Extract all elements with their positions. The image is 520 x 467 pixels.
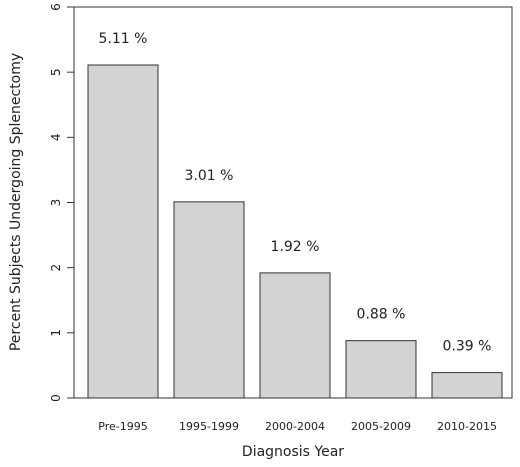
bar <box>87 64 159 399</box>
x-tick-label: 2010-2015 <box>437 420 497 433</box>
y-tick-label: 6 <box>49 3 63 11</box>
y-tick-label: 3 <box>49 199 63 207</box>
y-tick-label: 2 <box>49 264 63 272</box>
x-tick-label: 2005-2009 <box>351 420 411 433</box>
y-tick-label: 5 <box>49 68 63 76</box>
bar-data-label: 3.01 % <box>185 168 234 184</box>
bar-data-label: 5.11 % <box>99 31 148 47</box>
bar-data-label: 1.92 % <box>271 239 320 255</box>
x-tick-label: 1995-1999 <box>179 420 239 433</box>
x-tick-label: Pre-1995 <box>98 420 147 433</box>
bar <box>431 372 503 399</box>
bar-data-label: 0.88 % <box>357 307 406 323</box>
y-axis-title: Percent Subjects Undergoing Splenectomy <box>8 53 24 351</box>
bar <box>259 272 331 399</box>
y-axis: 0 1 2 3 4 5 6 <box>49 3 74 402</box>
bar <box>345 340 417 399</box>
bar <box>173 201 245 399</box>
y-tick-label: 1 <box>49 329 63 337</box>
x-axis: Pre-1995 1995-1999 2000-2004 2005-2009 2010-… <box>98 420 497 433</box>
y-tick-label: 0 <box>49 394 63 402</box>
x-tick-label: 2000-2004 <box>265 420 325 433</box>
x-axis-title: Diagnosis Year <box>242 444 344 460</box>
y-tick-label: 4 <box>49 134 63 142</box>
bar-data-label: 0.39 % <box>443 339 492 355</box>
bars: 5.11 % 3.01 % 1.92 % 0.88 % 0.39 % <box>87 31 503 399</box>
